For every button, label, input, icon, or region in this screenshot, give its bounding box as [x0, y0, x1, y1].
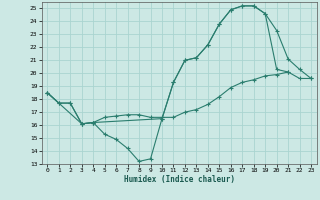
X-axis label: Humidex (Indice chaleur): Humidex (Indice chaleur)	[124, 175, 235, 184]
